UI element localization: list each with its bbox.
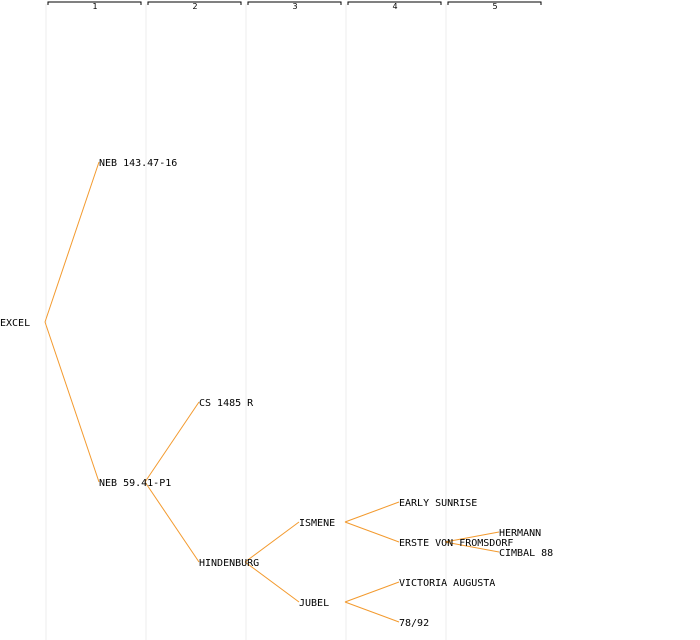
generation-number-2: 2 — [192, 2, 197, 11]
node-78-92[interactable]: 78/92 — [399, 618, 429, 629]
generation-bracket — [447, 1, 542, 5]
edge-hindenburg-to-ismene — [244, 521, 300, 563]
edge-jubel-to-victoria-augusta — [344, 581, 400, 603]
edge-hindenburg-to-jubel — [244, 561, 300, 603]
generation-bracket — [47, 1, 142, 5]
edge-erste-von-fromsdorf-to-hermann — [444, 531, 500, 543]
node-neb-143[interactable]: NEB 143.47-16 — [99, 158, 177, 169]
node-hermann[interactable]: HERMANN — [499, 528, 541, 539]
node-erste-von-fromsdorf[interactable]: ERSTE VON FROMSDORF — [399, 538, 513, 549]
generation-bracket — [247, 1, 342, 5]
node-hindenburg[interactable]: HINDENBURG — [199, 558, 259, 569]
edge-erste-von-fromsdorf-to-cimbal-88 — [444, 541, 500, 553]
node-early-sunrise[interactable]: EARLY SUNRISE — [399, 498, 477, 509]
edge-neb-59-to-hindenburg — [144, 481, 200, 563]
edge-excel-to-neb-59 — [44, 321, 100, 483]
edge-excel-to-neb-143 — [44, 161, 100, 323]
generation-column-lines — [45, 4, 447, 640]
pedigree-nodes: EXCEL NEB 143.47-16 NEB 59.41-P1 CS 1485 R H… — [0, 158, 553, 629]
node-jubel[interactable]: JUBEL — [299, 598, 329, 609]
generation-bracket — [147, 1, 242, 5]
node-ismene[interactable]: ISMENE — [299, 518, 335, 529]
generation-number-3: 3 — [292, 2, 297, 11]
pedigree-edges — [44, 161, 500, 623]
node-cimbal-88[interactable]: CIMBAL 88 — [499, 548, 553, 559]
edge-ismene-to-erste-von-fromsdorf — [344, 521, 400, 543]
generation-number-1: 1 — [92, 2, 97, 11]
edge-neb-59-to-cs-1485 — [144, 401, 200, 483]
generation-bracket — [347, 1, 442, 5]
generation-number-4: 4 — [392, 2, 397, 11]
generation-header: 1 2 3 4 5 — [47, 1, 542, 11]
node-neb-59[interactable]: NEB 59.41-P1 — [99, 478, 171, 489]
generation-number-5: 5 — [492, 2, 497, 11]
node-cs-1485[interactable]: CS 1485 R — [199, 398, 254, 409]
edge-jubel-to-78-92 — [344, 601, 400, 623]
node-victoria-augusta[interactable]: VICTORIA AUGUSTA — [399, 578, 495, 589]
edge-ismene-to-early-sunrise — [344, 501, 400, 523]
node-excel[interactable]: EXCEL — [0, 318, 30, 329]
